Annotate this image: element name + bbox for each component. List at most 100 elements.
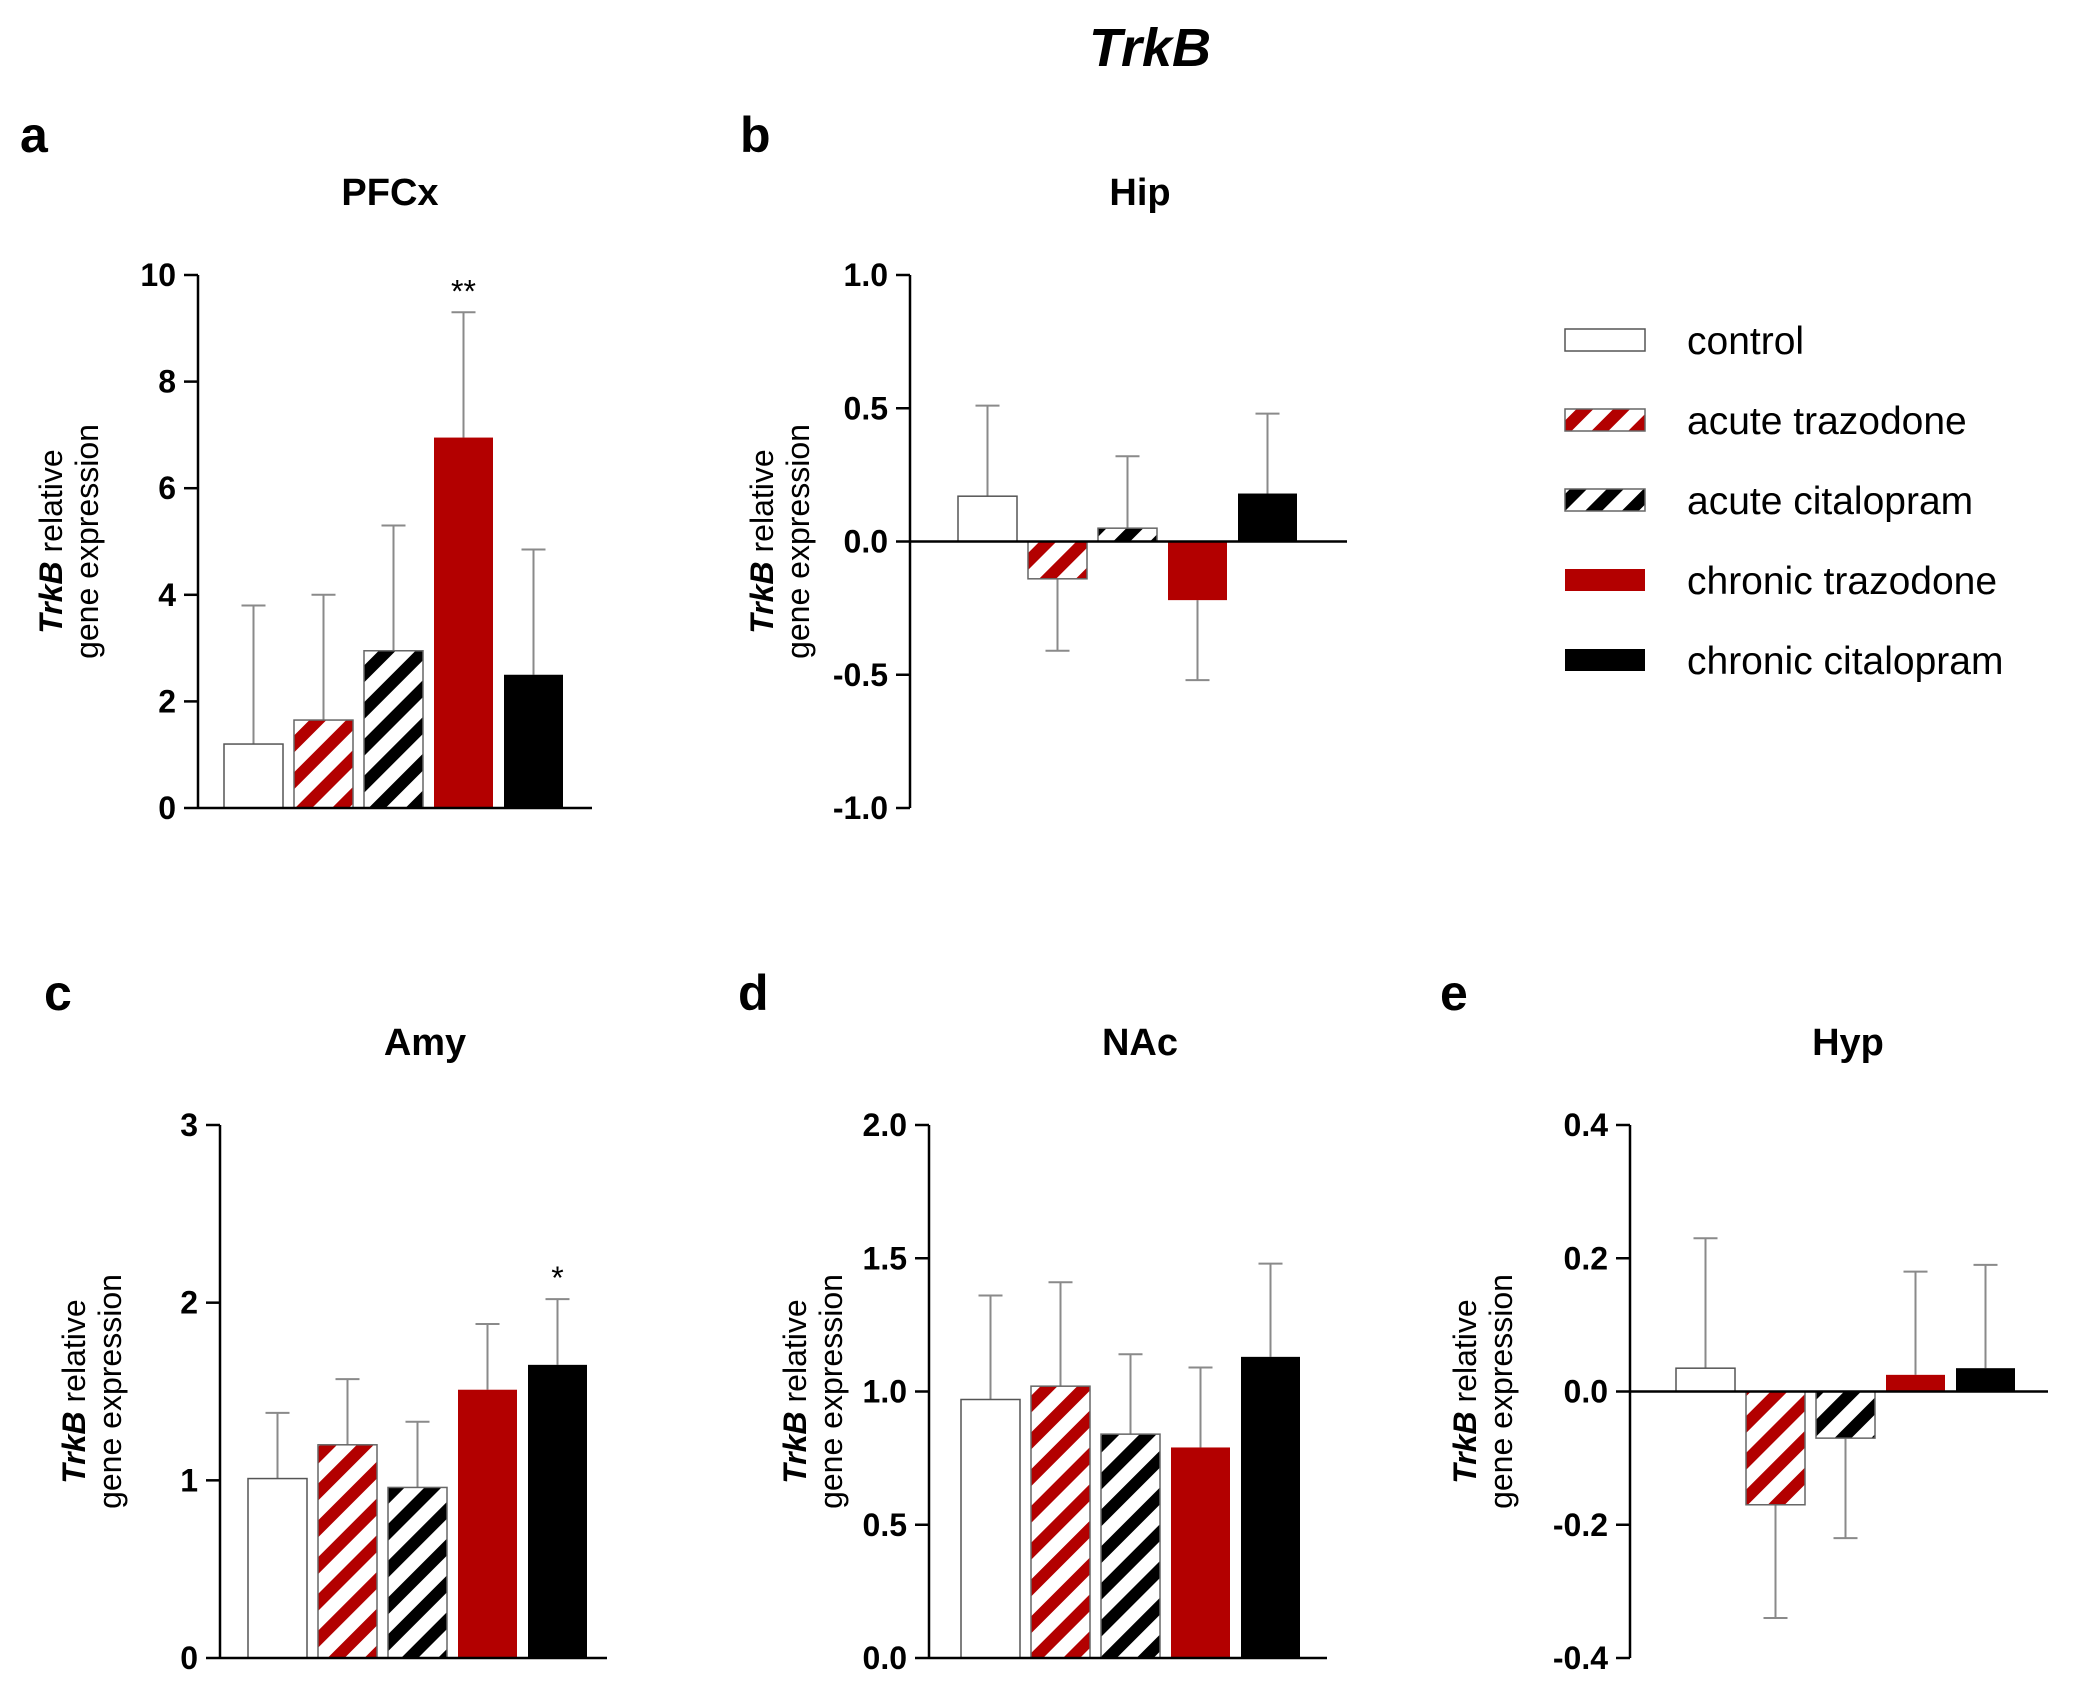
panel-title: Amy	[384, 1022, 466, 1064]
panel-letter: e	[1440, 965, 1468, 1021]
y-tick-label: 0.5	[863, 1507, 907, 1543]
legend-label: acute trazodone	[1687, 400, 1967, 443]
panel-title: Hip	[1109, 172, 1170, 214]
bar-chronic-trazodone	[434, 437, 493, 808]
y-tick-label: -0.4	[1553, 1640, 1608, 1676]
y-axis-label-gene: TrkB	[777, 1411, 813, 1483]
y-axis-label: TrkB relativegene expression	[56, 1274, 128, 1509]
bar-acute-citalopram	[363, 650, 424, 809]
y-axis-label-relative: relative	[1447, 1299, 1483, 1411]
panel-letter: c	[44, 965, 72, 1021]
legend-label: acute citalopram	[1687, 480, 1973, 523]
y-axis-label-gene: TrkB	[33, 561, 69, 633]
bar-acute-citalopram	[1815, 1390, 1876, 1439]
bar-acute-citalopram	[1100, 1433, 1161, 1659]
legend-item-acute-trazodone: acute trazodone	[1564, 400, 1967, 443]
y-tick-label: 0	[180, 1640, 198, 1676]
panel-a: a PFCx TrkB relativegene expression 0 2 4 6 8 10…	[20, 107, 592, 826]
legend-swatch	[1564, 488, 1646, 512]
legend-label: chronic citalopram	[1687, 640, 2003, 683]
legend-item-chronic-citalopram: chronic citalopram	[1565, 640, 2003, 683]
legend-swatch	[1565, 649, 1645, 671]
y-tick-label: 1.0	[863, 1374, 907, 1410]
bar-acute-trazodone	[293, 719, 354, 809]
bar-control	[960, 1398, 1021, 1659]
y-axis-label-relative: relative	[33, 449, 69, 561]
y-axis-label-gene: TrkB	[56, 1411, 92, 1483]
bar-chronic-citalopram	[1241, 1356, 1300, 1658]
y-axis-label-gene: TrkB	[1447, 1411, 1483, 1483]
bar-acute-citalopram	[1097, 527, 1158, 543]
panel-letter: b	[740, 107, 771, 163]
legend: control acute trazodone acute citalopram ch…	[1564, 320, 2003, 683]
y-tick-label: 0.0	[844, 524, 888, 560]
panel-letter: d	[738, 965, 769, 1021]
panel-letter: a	[20, 107, 49, 163]
panel-title: Hyp	[1812, 1022, 1884, 1064]
legend-item-acute-citalopram: acute citalopram	[1564, 480, 1973, 523]
y-tick-label: 10	[140, 257, 176, 293]
legend-swatch	[1564, 408, 1646, 432]
y-tick-label: -0.5	[833, 657, 888, 693]
bar-control	[223, 743, 284, 809]
y-tick-label: 2	[158, 683, 176, 719]
figure-title: TrkB	[1089, 18, 1211, 78]
y-axis-label-relative: relative	[56, 1299, 92, 1411]
panel-e: e Hyp TrkB relativegene expression -0.4 -0.2…	[1440, 965, 2048, 1676]
y-tick-label: 8	[158, 364, 176, 400]
legend-label: control	[1687, 320, 1804, 363]
panel-title: NAc	[1102, 1022, 1178, 1064]
bar-chronic-citalopram	[1238, 493, 1297, 542]
legend-swatch	[1564, 328, 1646, 352]
bar-acute-trazodone	[1745, 1390, 1806, 1506]
y-axis-label-relative: relative	[744, 449, 780, 561]
panel-title: PFCx	[341, 172, 438, 214]
y-tick-label: 0.0	[863, 1640, 907, 1676]
y-axis-label-line2: gene expression	[780, 424, 816, 659]
bar-control	[1675, 1367, 1736, 1393]
y-axis-label: TrkB relativegene expression	[33, 424, 105, 659]
bar-chronic-trazodone	[458, 1389, 517, 1658]
bar-control	[957, 495, 1018, 543]
y-tick-label: 6	[158, 470, 176, 506]
bar-chronic-trazodone	[1171, 1447, 1230, 1658]
y-tick-label: 3	[180, 1107, 198, 1143]
y-tick-label: 1.5	[863, 1240, 907, 1276]
y-tick-label: 0.5	[844, 390, 888, 426]
y-axis-label: TrkB relativegene expression	[744, 424, 816, 659]
panel-d: d NAc TrkB relativegene expression 0.0 0.5 1.…	[738, 965, 1327, 1676]
y-axis-label-relative: relative	[777, 1299, 813, 1411]
bar-control	[247, 1477, 308, 1659]
y-tick-label: 0.2	[1564, 1240, 1608, 1276]
y-tick-label: 2.0	[863, 1107, 907, 1143]
panel-c: c Amy TrkB relativegene expression 0 1 2 3 *	[44, 965, 607, 1676]
bar-chronic-citalopram	[1956, 1368, 2015, 1392]
y-axis-label-line2: gene expression	[92, 1274, 128, 1509]
y-tick-label: -1.0	[833, 790, 888, 826]
bar-acute-trazodone	[1027, 540, 1088, 580]
y-axis-label-line2: gene expression	[69, 424, 105, 659]
y-tick-label: 0.4	[1564, 1107, 1609, 1143]
y-axis-label: TrkB relativegene expression	[777, 1274, 849, 1509]
y-axis-label-line2: gene expression	[813, 1274, 849, 1509]
bar-acute-trazodone	[1030, 1385, 1091, 1659]
legend-swatch	[1565, 569, 1645, 591]
bar-acute-citalopram	[387, 1486, 448, 1659]
bar-chronic-citalopram	[504, 674, 563, 808]
y-tick-label: -0.2	[1553, 1507, 1608, 1543]
legend-label: chronic trazodone	[1687, 560, 1997, 603]
bar-chronic-citalopram	[528, 1364, 587, 1658]
legend-item-control: control	[1564, 320, 1804, 363]
y-axis-label: TrkB relativegene expression	[1447, 1274, 1519, 1509]
y-tick-label: 2	[180, 1285, 198, 1321]
y-tick-label: 0.0	[1564, 1374, 1608, 1410]
y-tick-label: 1.0	[844, 257, 888, 293]
y-axis-label-line2: gene expression	[1483, 1274, 1519, 1509]
y-tick-label: 0	[158, 790, 176, 826]
significance-marker: *	[551, 1260, 563, 1296]
significance-marker: **	[451, 273, 476, 309]
bar-acute-trazodone	[317, 1444, 378, 1659]
bar-chronic-trazodone	[1886, 1374, 1945, 1392]
